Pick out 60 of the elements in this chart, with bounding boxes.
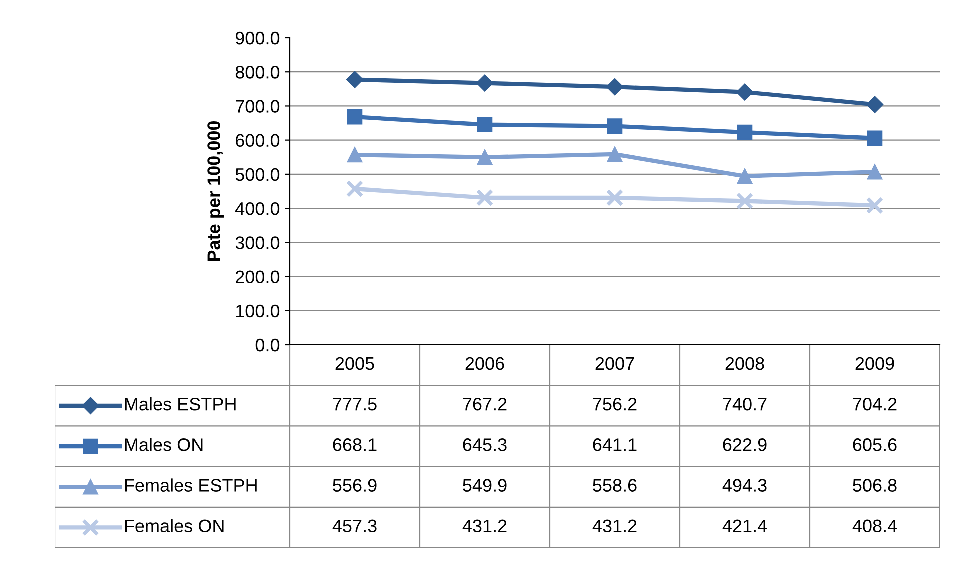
y-tick-label: 800.0 (236, 66, 280, 79)
data-label: 622.9 (723, 438, 767, 452)
legend-label: Males ESTPH (125, 397, 236, 411)
y-tick-label: 900.0 (236, 32, 280, 45)
y-tick-label: 500.0 (236, 168, 280, 182)
y-tick-label: 300.0 (236, 236, 280, 250)
point (606, 78, 624, 96)
legend-label: Males ON (125, 438, 203, 452)
point (737, 168, 753, 184)
point (476, 189, 494, 207)
point (866, 96, 884, 114)
y-tick-label: 200.0 (236, 270, 280, 284)
data-label: 431.2 (592, 520, 637, 533)
x-tick-label: 2005 (336, 357, 374, 370)
point (866, 197, 884, 214)
data-label: 421.4 (722, 520, 768, 532)
point (867, 130, 883, 146)
data-label: 494.3 (722, 479, 767, 492)
y-tick-label: 0.0 (256, 338, 280, 352)
data-label: 408.4 (852, 520, 898, 533)
point (477, 117, 493, 133)
y-tick-label: 700.0 (236, 100, 280, 113)
point (477, 150, 493, 166)
data-label: 431.2 (462, 520, 507, 533)
data-label: 549.9 (463, 479, 507, 492)
x-tick-label: 2007 (596, 357, 634, 370)
y-tick-label: 100.0 (236, 304, 280, 318)
x-tick-label: 2009 (856, 357, 894, 370)
x-tick-label: 2006 (466, 357, 504, 370)
point (867, 164, 883, 180)
data-label: 740.7 (723, 398, 767, 411)
point (607, 118, 623, 134)
data-label: 457.3 (332, 520, 377, 533)
data-label: 756.2 (593, 398, 637, 411)
data-label: 605.6 (853, 438, 897, 452)
point (347, 147, 363, 163)
point (737, 124, 753, 140)
data-label: 777.5 (333, 398, 377, 411)
point (346, 71, 364, 88)
data-label: 556.9 (333, 479, 377, 492)
data-label: 506.8 (853, 479, 897, 492)
point (347, 109, 363, 125)
point (607, 146, 623, 162)
point (736, 192, 754, 210)
data-label: 641.1 (593, 438, 637, 452)
data-label: 767.2 (463, 398, 507, 411)
legend-label: Females ON (125, 519, 224, 533)
data-label: 558.6 (593, 479, 637, 492)
y-axis-title: Pate per 100,000 (208, 121, 224, 262)
point (606, 189, 624, 207)
point (346, 180, 364, 198)
data-label: 645.3 (463, 438, 507, 452)
point (476, 74, 494, 92)
y-tick-label: 600.0 (236, 134, 280, 148)
legend-label: Females ESTPH (125, 478, 257, 492)
data-label: 668.1 (333, 438, 377, 452)
y-tick-label: 400.0 (236, 202, 280, 216)
x-tick-label: 2008 (726, 357, 764, 370)
point (736, 84, 754, 101)
data-label: 704.2 (853, 398, 897, 411)
